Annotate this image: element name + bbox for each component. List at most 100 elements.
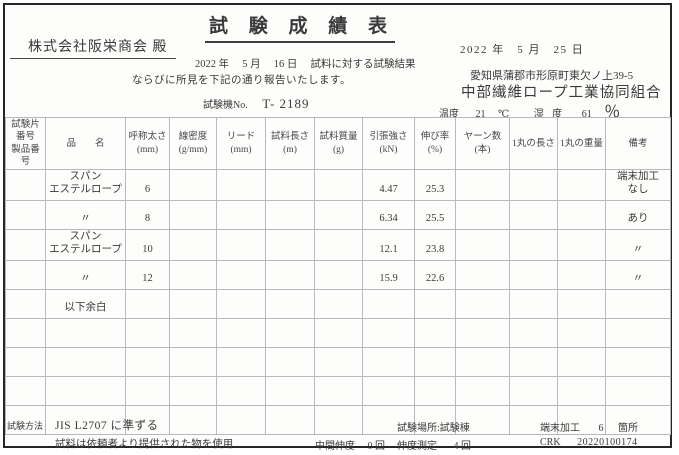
cell-linear-density [169,289,217,320]
cell-weight-per-roll [557,200,606,231]
cell-length-per-roll [509,169,558,202]
cell-weight-per-roll [557,169,606,202]
cell-tensile-strength: 15.9 [362,260,415,291]
cell-remark: 〃 [605,229,671,262]
issuer-name: 中部繊維ロープ工業協同組合 [461,85,662,101]
col-header-sample-mass: 試料質量 (g) [314,116,363,171]
end-processing-value: 6 [598,423,604,434]
cell-nominal-dia: 12 [125,260,170,291]
cell-remark: あり [605,200,671,231]
test-location: 試験場所:試験棟 [397,423,470,434]
cell-linear-density [169,169,217,202]
cell-nominal-dia [125,289,170,320]
cell-sample-mass [314,200,363,231]
elongation-measure-line: 伸度測定 4 回 [397,437,471,452]
table-row: 以下余白 [5,289,671,320]
temperature-unit: ℃ [498,109,510,120]
cell-sample-length [265,260,315,291]
cell-tensile-strength: 12.1 [362,229,415,262]
cell-product-name: 以下余白 [45,289,126,320]
cell-weight-per-roll [557,289,606,320]
interim-elongation-value: 0 回 [367,441,386,452]
cell-lead [216,200,266,231]
cell-tensile-strength: 6.34 [362,200,415,231]
cell-elongation: 25.3 [414,169,456,202]
machine-no-label: 試験機No. [203,100,248,111]
elongation-measure-value: 4 回 [453,441,472,452]
cell-elongation: 25.5 [414,200,456,231]
cell-product-name: スパン エステルロープ [45,169,126,202]
crk-number-line: CRK 20220100174 [540,437,638,448]
cell-sample-length [265,169,315,202]
test-results-table: 試験片番号 製品番号 品 名 呼称太さ (mm) 線密度 (g/mm) リード … [5,116,671,436]
cell-specimen-no [5,260,46,291]
cell-product-name: スパン エステルロープ [45,229,126,262]
testing-machine-line: 試験機No. T- 2189 [203,96,310,112]
cell-specimen-no [5,289,46,320]
issuer-address: 愛知県蒲郡市形原町東欠ノ上39-5 [470,70,634,82]
humidity-label: 湿 度 [533,109,566,120]
cell-linear-density [169,229,217,262]
cell-yarn-count [455,229,510,262]
intro-line-1: 2022 年 5 月 16 日 試料に対する試験結果 [195,59,416,70]
cell-yarn-count [455,200,510,231]
cell-sample-mass [314,229,363,262]
end-processing-unit: 箇所 [618,423,638,434]
table-row: スパン エステルロープ 6 4.47 25.3 端末加工 なし [5,169,671,202]
issue-date: 2022 年 5 月 25 日 [460,44,585,56]
cell-sample-mass [314,169,363,202]
temperature-value: 21 [475,109,486,120]
table-row [5,318,671,349]
recipient-name: 株式会社阪栄商会 殿 [10,36,176,59]
cell-yarn-count [455,260,510,291]
humidity-value: 61 [581,109,592,120]
col-header-specimen-no: 試験片番号 製品番号 [5,116,46,171]
intro-line-2: ならびに所見を下記の通り報告いたします。 [132,75,351,86]
cell-sample-mass [314,260,363,291]
cell-specimen-no [5,229,46,262]
interim-elongation-label: 中間伸度 [315,441,355,452]
end-processing-label: 端末加工 [540,423,580,434]
col-header-sample-length: 試料長さ (m) [265,116,315,171]
cell-lead [216,260,266,291]
cell-sample-length [265,200,315,231]
machine-no-value: T- 2189 [262,96,310,111]
col-header-product-name: 品 名 [45,116,126,171]
cell-remark: 〃 [605,260,671,291]
cell-nominal-dia: 8 [125,200,170,231]
col-header-weight-per-roll: 1丸の重量 [557,116,606,171]
cell-sample-length [265,229,315,262]
table-row [5,376,671,407]
col-header-nominal-dia: 呼称太さ (mm) [125,116,170,171]
cell-length-per-roll [509,260,558,291]
humidity-unit: ％ [604,104,621,121]
temperature-label: 温度 [439,109,459,120]
test-method-standard: JIS L2707 に準ずる [55,420,159,432]
cell-sample-length [265,289,315,320]
cell-length-per-roll [509,229,558,262]
col-header-length-per-roll: 1丸の長さ [509,116,558,171]
cell-elongation [414,289,456,320]
table-row: 〃 8 6.34 25.5 あり [5,200,671,231]
cell-weight-per-roll [557,260,606,291]
cell-length-per-roll [509,200,558,231]
cell-lead [216,169,266,202]
col-header-lead: リード (mm) [216,116,266,171]
test-method-label: 試験方法 [7,421,44,431]
col-header-elongation: 伸び率 (%) [414,116,456,171]
cell-elongation: 23.8 [414,229,456,262]
cell-specimen-no [5,200,46,231]
cell-elongation: 22.6 [414,260,456,291]
cell-product-name: 〃 [45,260,126,291]
interim-elongation-line: 中間伸度 0 回 [315,437,385,452]
cell-nominal-dia: 10 [125,229,170,262]
cell-nominal-dia: 6 [125,169,170,202]
cell-yarn-count [455,169,510,202]
end-processing-line: 端末加工 6 箇所 [540,419,638,434]
cell-linear-density [169,200,217,231]
table-header-row: 試験片番号 製品番号 品 名 呼称太さ (mm) 線密度 (g/mm) リード … [5,116,671,171]
table-row [5,347,671,378]
cell-yarn-count [455,289,510,320]
document-title: 試 験 成 績 表 [205,11,396,43]
col-header-linear-density: 線密度 (g/mm) [169,116,217,171]
